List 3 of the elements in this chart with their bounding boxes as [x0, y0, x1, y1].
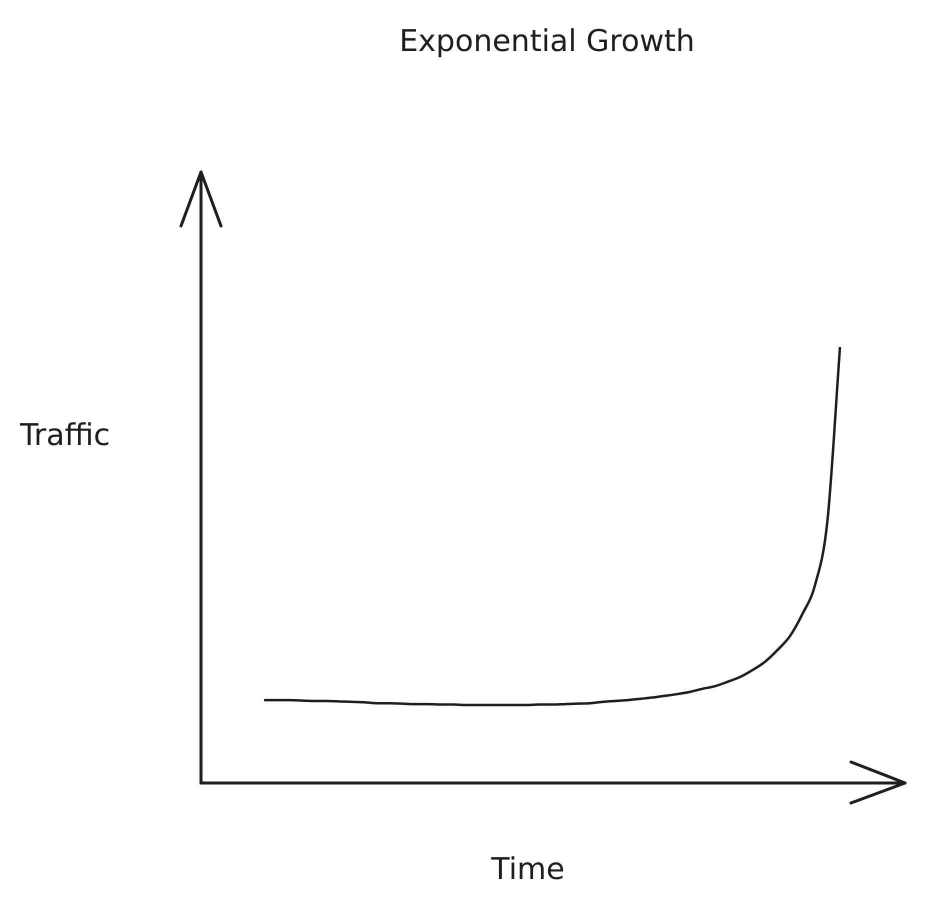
- chart-title: Exponential Growth: [399, 24, 695, 59]
- y-axis-title: Traffic: [20, 418, 110, 453]
- x-axis-title: Time: [491, 852, 565, 887]
